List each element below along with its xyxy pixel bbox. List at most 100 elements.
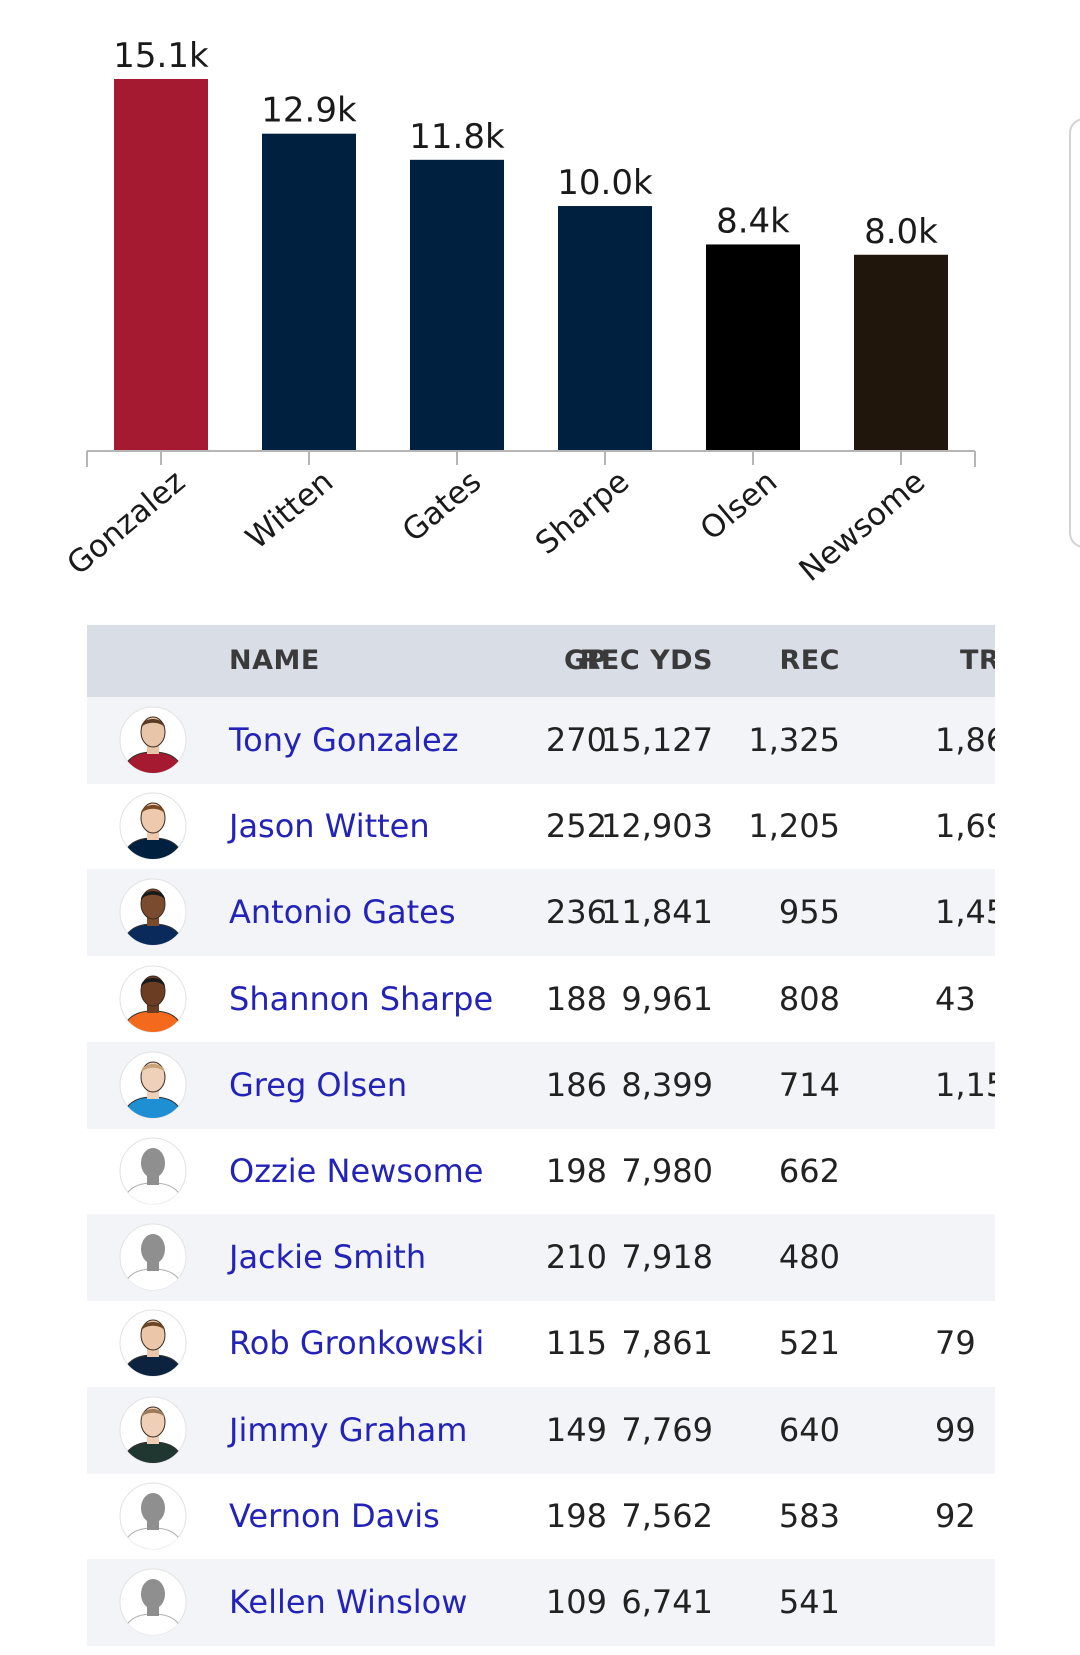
tr-cell: 43	[935, 979, 976, 1018]
table-row[interactable]: Rob Gronkowski 115 7,861 521 79	[87, 1300, 995, 1387]
player-name-link[interactable]: Jason Witten	[229, 807, 430, 846]
table-row[interactable]: Vernon Davis 198 7,562 583 92	[87, 1473, 995, 1560]
player-avatar	[119, 792, 187, 860]
rec-yds-cell: 7,861	[621, 1324, 713, 1363]
bar-value-label: 10.0k	[557, 163, 653, 203]
rec-cell: 1,205	[748, 807, 840, 846]
tr-cell: 1,15	[935, 1065, 995, 1104]
tr-cell: 79	[935, 1324, 976, 1363]
player-name-link[interactable]: Antonio Gates	[229, 893, 456, 932]
scroll-handle[interactable]	[1069, 118, 1080, 548]
player-name-link[interactable]: Ozzie Newsome	[229, 1152, 484, 1190]
table-row[interactable]: Jimmy Graham 149 7,769 640 99	[87, 1386, 995, 1474]
bar-witten[interactable]	[262, 133, 356, 451]
player-name-link[interactable]: Shannon Sharpe	[229, 979, 494, 1018]
rec-cell: 808	[778, 979, 840, 1018]
header-rec-yds[interactable]: REC YDS	[579, 645, 713, 676]
table-row[interactable]: Jackie Smith 210 7,918 480	[87, 1214, 995, 1302]
player-name-link[interactable]: Jackie Smith	[229, 1238, 427, 1277]
rec-cell: 640	[778, 1410, 840, 1449]
gp-cell: 198	[545, 1152, 607, 1190]
tr-cell: 99	[935, 1410, 976, 1449]
player-name-link[interactable]: Vernon Davis	[229, 1496, 440, 1535]
bar-value-label: 11.8k	[409, 117, 505, 157]
bar-value-label: 8.0k	[864, 212, 938, 252]
bar-sharpe[interactable]	[558, 206, 652, 451]
gp-cell: 236	[545, 893, 607, 932]
gp-cell: 198	[545, 1496, 607, 1535]
bar-value-label: 12.9k	[261, 91, 357, 131]
tr-cell: 1,45	[935, 893, 995, 932]
rec-cell: 521	[778, 1324, 840, 1363]
player-name-link[interactable]: Tony Gonzalez	[229, 721, 459, 759]
header-name[interactable]: NAME	[229, 645, 320, 676]
rec-cell: 541	[778, 1583, 840, 1621]
header-rec[interactable]: REC	[779, 645, 840, 676]
x-tick-label: Newsome	[793, 464, 933, 589]
bar-gonzalez[interactable]	[114, 79, 208, 451]
rec-yds-cell: 11,841	[601, 893, 713, 932]
table-row[interactable]: Kellen Winslow 109 6,741 541	[87, 1559, 995, 1646]
tr-cell: 1,86	[935, 721, 995, 759]
rec-yds-cell: 8,399	[621, 1065, 713, 1104]
table-header: NAME GP REC YDS REC TR	[87, 625, 995, 697]
gp-cell: 252	[545, 807, 607, 846]
x-tick-label: Sharpe	[529, 464, 636, 562]
player-avatar	[119, 878, 187, 946]
player-name-link[interactable]: Greg Olsen	[229, 1065, 408, 1104]
rec-yds-cell: 9,961	[621, 979, 713, 1018]
header-gp[interactable]: GP	[564, 645, 607, 676]
gp-cell: 270	[545, 721, 607, 759]
rec-yds-cell: 12,903	[601, 807, 713, 846]
x-tick-label: Gonzalez	[60, 464, 192, 583]
rec-cell: 480	[778, 1238, 840, 1277]
player-avatar	[119, 1051, 187, 1119]
stats-table: NAME GP REC YDS REC TR Tony Gonzalez 270 1…	[87, 625, 995, 1655]
rec-cell: 583	[778, 1496, 840, 1535]
gp-cell: 149	[545, 1410, 607, 1449]
gp-cell: 186	[545, 1065, 607, 1104]
table-row[interactable]: Ozzie Newsome 198 7,980 662	[87, 1128, 995, 1215]
bar-value-label: 8.4k	[716, 201, 790, 241]
player-silhouette-icon	[119, 1482, 187, 1550]
x-tick-label: Witten	[239, 464, 340, 557]
x-tick-label: Gates	[396, 464, 488, 550]
player-silhouette-icon	[119, 1568, 187, 1636]
tr-cell: 92	[935, 1496, 976, 1535]
table-row[interactable]: Shannon Sharpe 188 9,961 808 43	[87, 956, 995, 1043]
bar-olsen[interactable]	[706, 244, 800, 451]
rec-yds-cell: 7,980	[621, 1152, 713, 1190]
rec-cell: 1,325	[748, 721, 840, 759]
gp-cell: 109	[545, 1583, 607, 1621]
tr-cell: 1,69	[935, 807, 995, 846]
bar-gates[interactable]	[410, 159, 504, 451]
player-avatar	[119, 1309, 187, 1377]
rec-cell: 662	[778, 1152, 840, 1190]
gp-cell: 115	[545, 1324, 607, 1363]
player-silhouette-icon	[119, 1137, 187, 1205]
gp-cell: 210	[545, 1238, 607, 1277]
rec-yds-cell: 7,918	[621, 1238, 713, 1277]
player-avatar	[119, 1396, 187, 1464]
gp-cell: 188	[545, 979, 607, 1018]
bar-value-label: 15.1k	[113, 36, 209, 76]
player-name-link[interactable]: Kellen Winslow	[229, 1583, 468, 1621]
rec-yds-cell: 15,127	[601, 721, 713, 759]
bar-newsome[interactable]	[854, 254, 948, 451]
rec-cell: 714	[778, 1065, 840, 1104]
rec-yds-cell: 6,741	[621, 1583, 713, 1621]
player-avatar	[119, 965, 187, 1033]
player-name-link[interactable]: Jimmy Graham	[229, 1410, 468, 1449]
rec-cell: 955	[778, 893, 840, 932]
player-name-link[interactable]: Rob Gronkowski	[229, 1324, 485, 1363]
player-silhouette-icon	[119, 1223, 187, 1291]
player-avatar	[119, 706, 187, 774]
header-tr[interactable]: TR	[960, 645, 995, 676]
table-row[interactable]: Greg Olsen 186 8,399 714 1,15	[87, 1041, 995, 1129]
x-tick-label: Olsen	[694, 464, 784, 548]
rec-yds-cell: 7,562	[621, 1496, 713, 1535]
rec-yds-cell: 7,769	[621, 1410, 713, 1449]
